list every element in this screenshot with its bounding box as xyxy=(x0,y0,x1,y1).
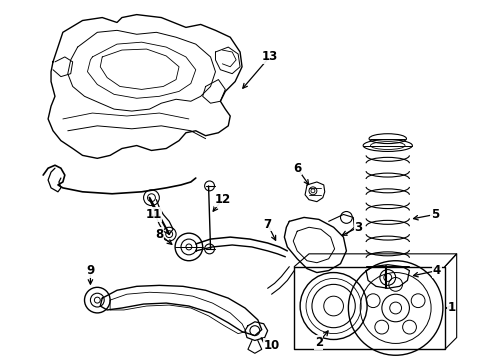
Text: 12: 12 xyxy=(214,193,230,206)
Text: 2: 2 xyxy=(315,336,323,349)
Text: 3: 3 xyxy=(354,221,362,234)
Text: 6: 6 xyxy=(293,162,301,175)
Text: 4: 4 xyxy=(433,264,441,277)
Text: 5: 5 xyxy=(431,208,439,221)
Text: 11: 11 xyxy=(146,208,162,221)
Text: 7: 7 xyxy=(264,218,272,231)
Text: 13: 13 xyxy=(262,50,278,63)
Text: 10: 10 xyxy=(264,339,280,352)
Text: 8: 8 xyxy=(155,228,164,240)
Text: 1: 1 xyxy=(448,301,456,315)
Text: 9: 9 xyxy=(86,264,95,277)
